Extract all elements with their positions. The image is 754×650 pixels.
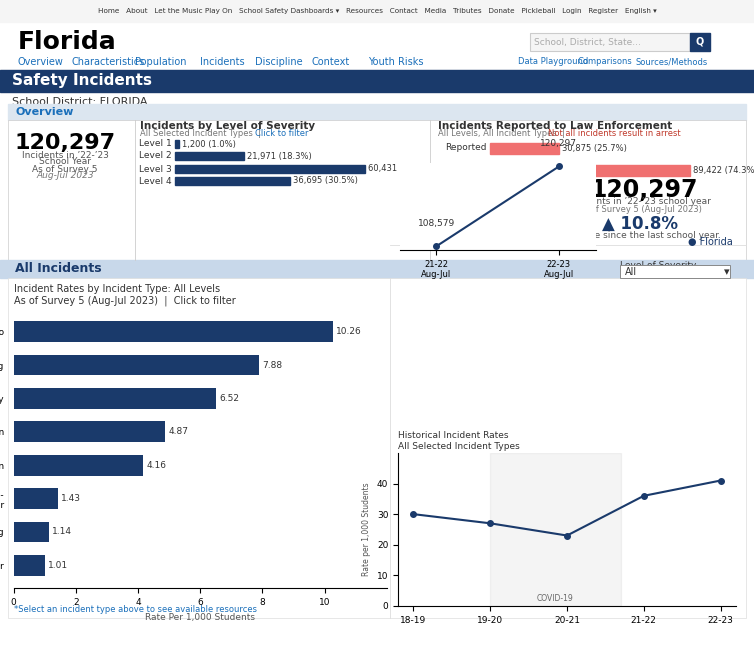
Text: 7.88: 7.88 [262,361,282,370]
Bar [8,104,746,120]
Text: All: All [625,267,637,277]
Text: 21,971 (18.3%): 21,971 (18.3%) [247,151,312,161]
Text: ● Florida: ● Florida [688,237,732,247]
X-axis label: Rate Per 1,000 Students: Rate Per 1,000 Students [146,612,255,621]
Text: Context: Context [312,57,351,67]
Bar [14,521,49,542]
Text: 10.26: 10.26 [336,328,362,336]
Text: 4.16: 4.16 [146,461,166,470]
Text: All Selected Incident Types  |: All Selected Incident Types | [140,129,266,138]
Text: Click to filter: Click to filter [255,129,308,138]
Text: Aug-Jul 2023: Aug-Jul 2023 [36,172,93,181]
Bar [14,388,216,409]
Text: Incidents in ’22-’23: Incidents in ’22-’23 [22,151,109,159]
Text: School District: FLORIDA: School District: FLORIDA [12,97,148,107]
Bar [14,355,259,376]
Bar [175,140,179,148]
Text: Level 2: Level 2 [139,151,172,161]
Bar [14,455,143,476]
Text: Youth Risks: Youth Risks [368,57,424,67]
Text: Not Reported: Not Reported [427,166,487,174]
Bar [175,152,244,160]
Text: As of Survey 5: As of Survey 5 [32,164,98,174]
Text: Overview: Overview [18,57,64,67]
Text: 120,297: 120,297 [590,178,697,202]
Text: *Select an incident type above to see available resources: *Select an incident type above to see av… [14,605,256,614]
Text: Incidents Reported to Law Enforcement: Incidents Reported to Law Enforcement [438,121,673,131]
Text: 30,875 (25.7%): 30,875 (25.7%) [562,144,627,153]
Text: COVID-19: COVID-19 [537,593,574,603]
Text: Level 3: Level 3 [139,164,172,174]
Text: Population: Population [135,57,186,67]
Text: Level 1: Level 1 [139,140,172,148]
Text: Incidents in ’22-’23 school year: Incidents in ’22-’23 school year [569,196,711,205]
Text: ▲ 10.8%: ▲ 10.8% [602,215,678,233]
Text: 120,297: 120,297 [14,133,115,153]
Bar [530,33,690,51]
Text: 6.52: 6.52 [219,394,240,403]
Text: 1.01: 1.01 [48,561,68,569]
Text: Data Playground: Data Playground [518,57,588,66]
Bar [14,488,58,509]
Text: Sources/Methods: Sources/Methods [636,57,708,66]
Text: Comparisons: Comparisons [578,57,633,66]
Text: Incidents by Level of Severity: Incidents by Level of Severity [140,121,315,131]
Bar [490,453,621,606]
Text: 60,431 (50.2%): 60,431 (50.2%) [368,164,433,174]
Text: All Levels, All Incident Types  |: All Levels, All Incident Types | [438,129,570,138]
Bar [8,278,746,618]
Text: Discipline: Discipline [255,57,302,67]
Text: Reported: Reported [446,144,487,153]
Text: 89,422 (74.3%): 89,422 (74.3%) [693,166,754,174]
Text: Florida: Florida [18,30,117,54]
Text: Incident Rates by Incident Type: All Levels
As of Survey 5 (Aug-Jul 2023)  |  Cl: Incident Rates by Incident Type: All Lev… [14,283,235,305]
Text: Characteristics: Characteristics [72,57,146,67]
Bar [690,33,710,51]
Bar [14,322,333,342]
Text: 108,579: 108,579 [418,219,455,228]
Text: 120,297: 120,297 [541,139,578,148]
Text: Incidents: Incidents [200,57,244,67]
Text: Not all incidents result in arrest: Not all incidents result in arrest [548,129,681,138]
Text: Q: Q [696,37,704,47]
Text: Level 4: Level 4 [139,177,172,185]
Bar [0,260,754,278]
Bar [175,165,365,173]
Bar [490,143,559,154]
Bar [175,177,290,185]
Text: 1.43: 1.43 [61,494,81,503]
Text: 4.87: 4.87 [168,427,188,436]
Bar [8,120,746,260]
Bar [0,0,754,22]
Text: ▾: ▾ [724,267,730,277]
Bar [0,70,754,92]
Text: Overview: Overview [15,107,73,117]
Bar [490,165,690,176]
Text: School, District, State...: School, District, State... [534,38,641,47]
Bar [620,265,730,278]
Text: All Incidents: All Incidents [15,263,102,276]
Text: Increase since the last school year: Increase since the last school year [562,231,719,239]
Text: Historical Incident Rates
All Selected Incident Types: Historical Incident Rates All Selected I… [398,432,520,451]
Text: Safety Incidents: Safety Incidents [12,73,152,88]
Y-axis label: Rate per 1,000 Students: Rate per 1,000 Students [363,482,371,577]
Bar [14,555,45,575]
Text: 36,695 (30.5%): 36,695 (30.5%) [293,177,358,185]
Text: Level of Severity: Level of Severity [620,261,697,270]
Text: 1,200 (1.0%): 1,200 (1.0%) [182,140,236,148]
Bar [14,421,165,442]
Text: As of Survey 5 (Aug-Jul 2023): As of Survey 5 (Aug-Jul 2023) [578,205,702,213]
Text: Home   About   Let the Music Play On   School Safety Dashboards ▾   Resources   : Home About Let the Music Play On School … [97,8,657,14]
Text: 1.14: 1.14 [52,527,72,536]
Text: School Year: School Year [39,157,91,166]
